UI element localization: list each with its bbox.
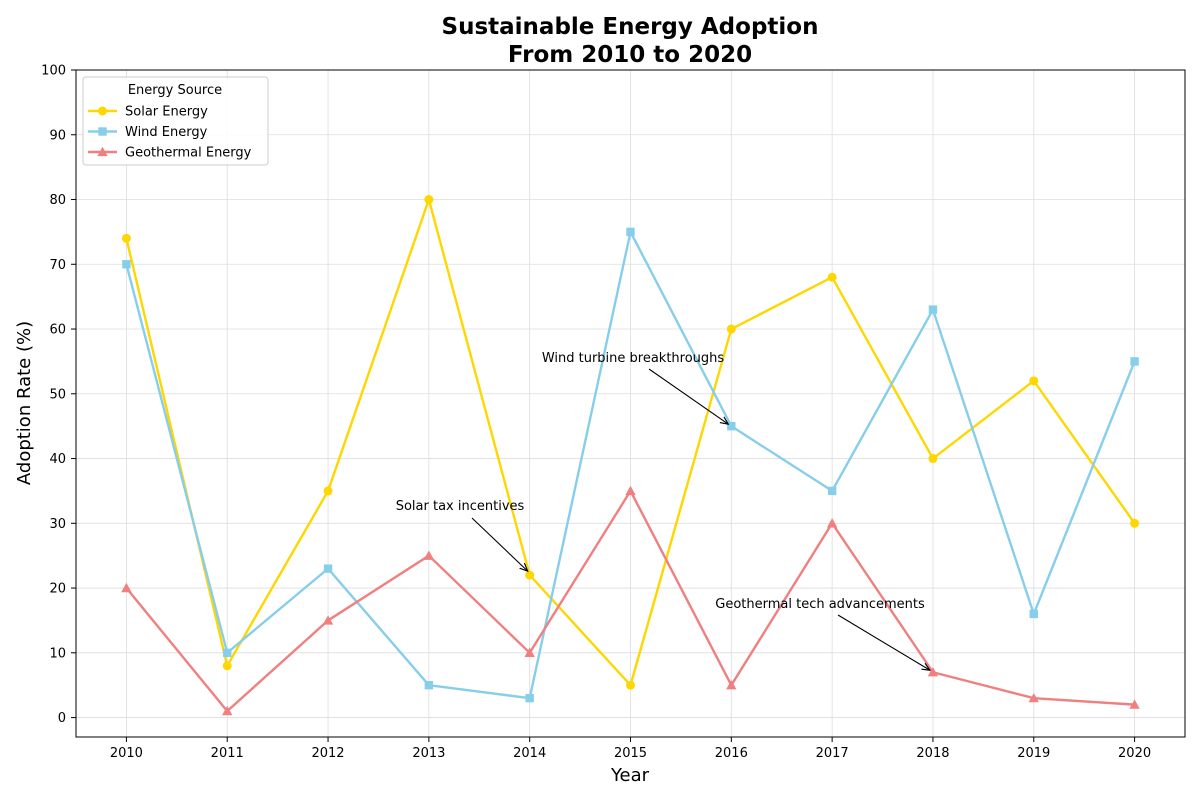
data-point-geothermal-energy — [1129, 699, 1140, 709]
axis-ticks: 2010 2011 2012 2013 2014 2015 2016 2017 2018 2019… — [41, 64, 1151, 762]
y-tick-label: 70 — [49, 258, 66, 273]
data-point-wind-energy — [1130, 357, 1139, 366]
data-point-solar-energy — [626, 680, 635, 690]
x-tick-label: 2011 — [211, 746, 244, 761]
y-tick-label: 100 — [41, 64, 66, 79]
series-solar-energy — [121, 195, 1140, 690]
legend-entry-solar-energy: Solar Energy — [88, 105, 208, 120]
annotations: Solar tax incentives Wind turbine breakth… — [396, 351, 930, 670]
annotation-text: Solar tax incentives — [396, 499, 525, 514]
data-point-geothermal-energy — [524, 647, 535, 657]
y-tick-label: 10 — [49, 646, 66, 661]
annotation-text: Geothermal tech advancements — [715, 597, 925, 612]
data-point-geothermal-energy — [927, 667, 939, 677]
series-wind-energy — [122, 227, 1139, 703]
data-point-solar-energy — [222, 661, 232, 671]
annotation-arrow — [648, 368, 728, 424]
legend-label: Wind Energy — [125, 125, 208, 140]
data-point-geothermal-energy — [423, 550, 435, 560]
data-point-wind-energy — [626, 227, 635, 237]
x-tick-label: 2017 — [816, 746, 849, 761]
data-point-wind-energy — [223, 648, 232, 658]
data-point-geothermal-energy — [726, 679, 737, 690]
series-group — [121, 195, 1140, 716]
data-point-solar-energy — [323, 486, 333, 496]
data-point-wind-energy — [323, 564, 333, 573]
legend-label: Solar Energy — [125, 105, 208, 120]
data-point-solar-energy — [726, 324, 736, 334]
annotation: Solar tax incentives — [396, 499, 528, 571]
data-point-wind-energy — [122, 260, 131, 269]
legend-entry-wind-energy: Wind Energy — [88, 125, 208, 140]
data-point-wind-energy — [727, 421, 736, 431]
data-point-solar-energy — [525, 570, 535, 580]
chart-title-line-2: From 2010 to 2020 — [508, 42, 752, 68]
data-point-solar-energy — [424, 195, 434, 205]
y-tick-label: 80 — [49, 193, 66, 208]
y-tick-label: 60 — [49, 323, 66, 338]
y-tick-label: 30 — [49, 517, 66, 532]
annotation-arrow — [471, 517, 528, 571]
annotation: Geothermal tech advancements — [715, 597, 930, 670]
legend-swatch-marker — [98, 127, 107, 136]
data-point-solar-energy — [1029, 376, 1039, 386]
data-point-geothermal-energy — [121, 582, 132, 593]
data-point-geothermal-energy — [625, 485, 636, 496]
legend-swatch-marker — [98, 106, 107, 116]
legend-title: Energy Source — [128, 83, 222, 98]
x-tick-label: 2016 — [715, 746, 748, 761]
x-tick-label: 2013 — [412, 746, 445, 761]
x-tick-label: 2014 — [513, 746, 546, 761]
data-point-wind-energy — [525, 693, 534, 703]
annotation-arrow — [837, 614, 930, 670]
data-point-geothermal-energy — [1028, 692, 1039, 703]
x-tick-label: 2012 — [311, 746, 344, 761]
data-point-geothermal-energy — [322, 615, 334, 625]
annotation: Wind turbine breakthroughs — [542, 351, 729, 424]
x-tick-label: 2020 — [1118, 746, 1151, 761]
legend-entries: Solar Energy Wind Energy Geothermal Energy — [88, 105, 252, 161]
y-tick-label: 20 — [49, 582, 66, 597]
data-point-wind-energy — [1029, 609, 1038, 619]
legend-label: Geothermal Energy — [125, 146, 252, 161]
series-geothermal-energy — [121, 485, 1140, 716]
data-point-solar-energy — [1130, 518, 1140, 528]
legend-box — [82, 76, 269, 166]
annotation-text: Wind turbine breakthroughs — [542, 351, 725, 366]
data-point-geothermal-energy — [826, 518, 838, 528]
data-point-solar-energy — [928, 454, 938, 464]
x-tick-label: 2018 — [916, 746, 949, 761]
data-point-wind-energy — [928, 305, 938, 314]
legend: Energy Source Solar Energy Wind Energy Geo… — [82, 76, 269, 166]
chart-title-line-1: Sustainable Energy Adoption — [442, 14, 819, 40]
legend-entry-geothermal-energy: Geothermal Energy — [88, 146, 252, 161]
data-point-solar-energy — [121, 233, 131, 243]
y-tick-label: 90 — [49, 128, 66, 143]
x-tick-label: 2019 — [1017, 746, 1050, 761]
data-point-wind-energy — [827, 486, 837, 496]
x-tick-label: 2015 — [614, 746, 647, 761]
y-axis-label: Adoption Rate (%) — [14, 321, 35, 485]
x-tick-label: 2010 — [110, 746, 143, 761]
y-tick-label: 0 — [58, 711, 66, 726]
data-point-wind-energy — [424, 680, 434, 690]
y-tick-label: 50 — [49, 387, 66, 402]
legend-swatch-marker — [97, 146, 108, 157]
y-tick-label: 40 — [49, 452, 66, 467]
x-axis-label: Year — [610, 765, 650, 786]
data-point-geothermal-energy — [222, 705, 233, 716]
data-point-solar-energy — [827, 272, 837, 282]
